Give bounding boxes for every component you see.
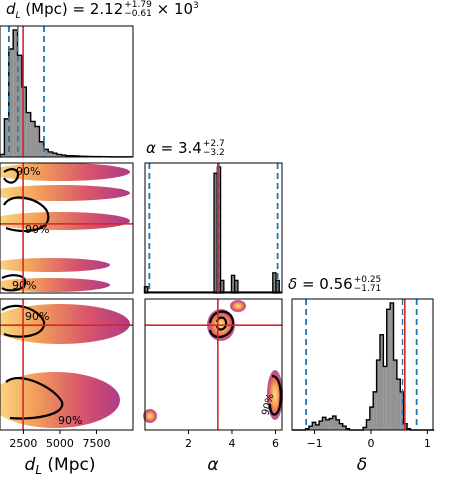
title-delta: δ = 0.56+0.25−1.71: [288, 275, 381, 294]
xlabel-delta: δ: [357, 455, 367, 474]
hist-alpha-bar: [235, 280, 238, 293]
density-dL-alpha: [0, 212, 130, 230]
contour-label: 90%: [12, 279, 36, 292]
xlabel-alpha: α: [207, 455, 218, 474]
contour-label: 90%: [16, 165, 40, 178]
x-tick-label: 4: [228, 437, 235, 450]
hist-alpha-bar: [221, 280, 224, 293]
x-tick-label: −1: [306, 437, 322, 450]
contour-label: 90%: [25, 310, 49, 323]
density-dL-delta: [0, 304, 130, 344]
panel-frame: [292, 299, 433, 430]
x-tick-label: 1: [424, 437, 431, 450]
x-tick-label: 2500: [9, 437, 37, 450]
x-tick-label: 2: [185, 437, 192, 450]
xlabel-d-L: dL (Mpc): [25, 455, 96, 474]
density-alpha-delta: [230, 300, 246, 312]
hist-delta-bar: [326, 420, 329, 430]
title-d-L: dL (Mpc) = 2.12+1.79−0.61 × 103: [6, 0, 199, 21]
contour-label: 90%: [25, 223, 49, 236]
hist-delta-outline: [292, 303, 434, 430]
hist-delta-bar: [383, 366, 386, 430]
x-tick-label: 7500: [82, 437, 110, 450]
contour-label: 90%: [58, 414, 82, 427]
x-tick-label: 0: [367, 437, 374, 450]
x-tick-label: 5000: [46, 437, 74, 450]
x-tick-label: 6: [272, 437, 279, 450]
density-dL-alpha: [0, 258, 110, 272]
title-alpha: α = 3.4+2.7−3.2: [146, 139, 225, 158]
hist-delta-bar: [316, 425, 319, 430]
